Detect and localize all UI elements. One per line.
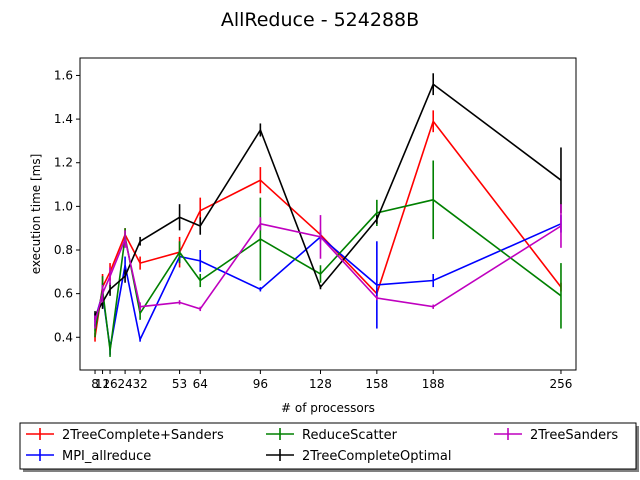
plot-lines <box>94 73 562 357</box>
x-tick-label: 16 <box>102 377 117 391</box>
legend-item: 2TreeSanders <box>494 428 618 443</box>
series-line <box>94 222 562 323</box>
legend-label: ReduceScatter <box>302 428 398 443</box>
legend-label: 2TreeSanders <box>530 428 618 443</box>
legend-item: 2TreeCompleteOptimal <box>266 449 451 464</box>
series-4 <box>94 204 562 329</box>
x-tick-label: 32 <box>132 377 147 391</box>
series-2 <box>94 160 562 357</box>
y-tick-label: 1.2 <box>54 156 73 170</box>
legend: 2TreeComplete+Sanders MPI_allreduce Reduce… <box>19 422 639 472</box>
x-tick-label: 24 <box>117 377 132 391</box>
legend-label: MPI_allreduce <box>62 449 151 464</box>
x-axis-label: # of processors <box>281 401 375 415</box>
chart-title: AllReduce - 524288B <box>221 9 419 31</box>
x-tick-label: 8 <box>91 377 99 391</box>
series-line <box>94 119 562 338</box>
legend-item: MPI_allreduce <box>26 449 151 464</box>
y-axis-label: execution time [ms] <box>29 154 43 275</box>
x-tick-label: 96 <box>253 377 268 391</box>
series-3 <box>94 73 562 320</box>
legend-box <box>19 422 637 470</box>
y-tick-label: 0.6 <box>54 287 73 301</box>
legend-label: 2TreeComplete+Sanders <box>62 428 224 443</box>
series-line <box>94 82 562 316</box>
y-tick-label: 1.4 <box>54 112 73 126</box>
y-tick-label: 1.6 <box>54 68 73 82</box>
x-tick-label: 188 <box>422 377 445 391</box>
legend-item: 2TreeComplete+Sanders <box>26 428 224 443</box>
x-tick-label: 158 <box>365 377 388 391</box>
x-tick-label: 128 <box>309 377 332 391</box>
x-tick-label: 53 <box>172 377 187 391</box>
x-tick-label: 64 <box>193 377 208 391</box>
x-tick-label: 256 <box>550 377 573 391</box>
series-line <box>94 198 562 351</box>
y-axis: 0.4 0.6 0.8 1.0 1.2 1.4 1.6 <box>54 68 80 344</box>
y-tick-label: 0.8 <box>54 243 73 257</box>
legend-item: ReduceScatter <box>266 428 398 443</box>
x-tick-label: 12 <box>95 377 110 391</box>
y-tick-label: 0.4 <box>54 330 73 344</box>
legend-label: 2TreeCompleteOptimal <box>302 449 451 464</box>
y-tick-label: 1.0 <box>54 199 73 213</box>
series-1 <box>94 215 562 355</box>
plot-frame <box>79 57 577 371</box>
